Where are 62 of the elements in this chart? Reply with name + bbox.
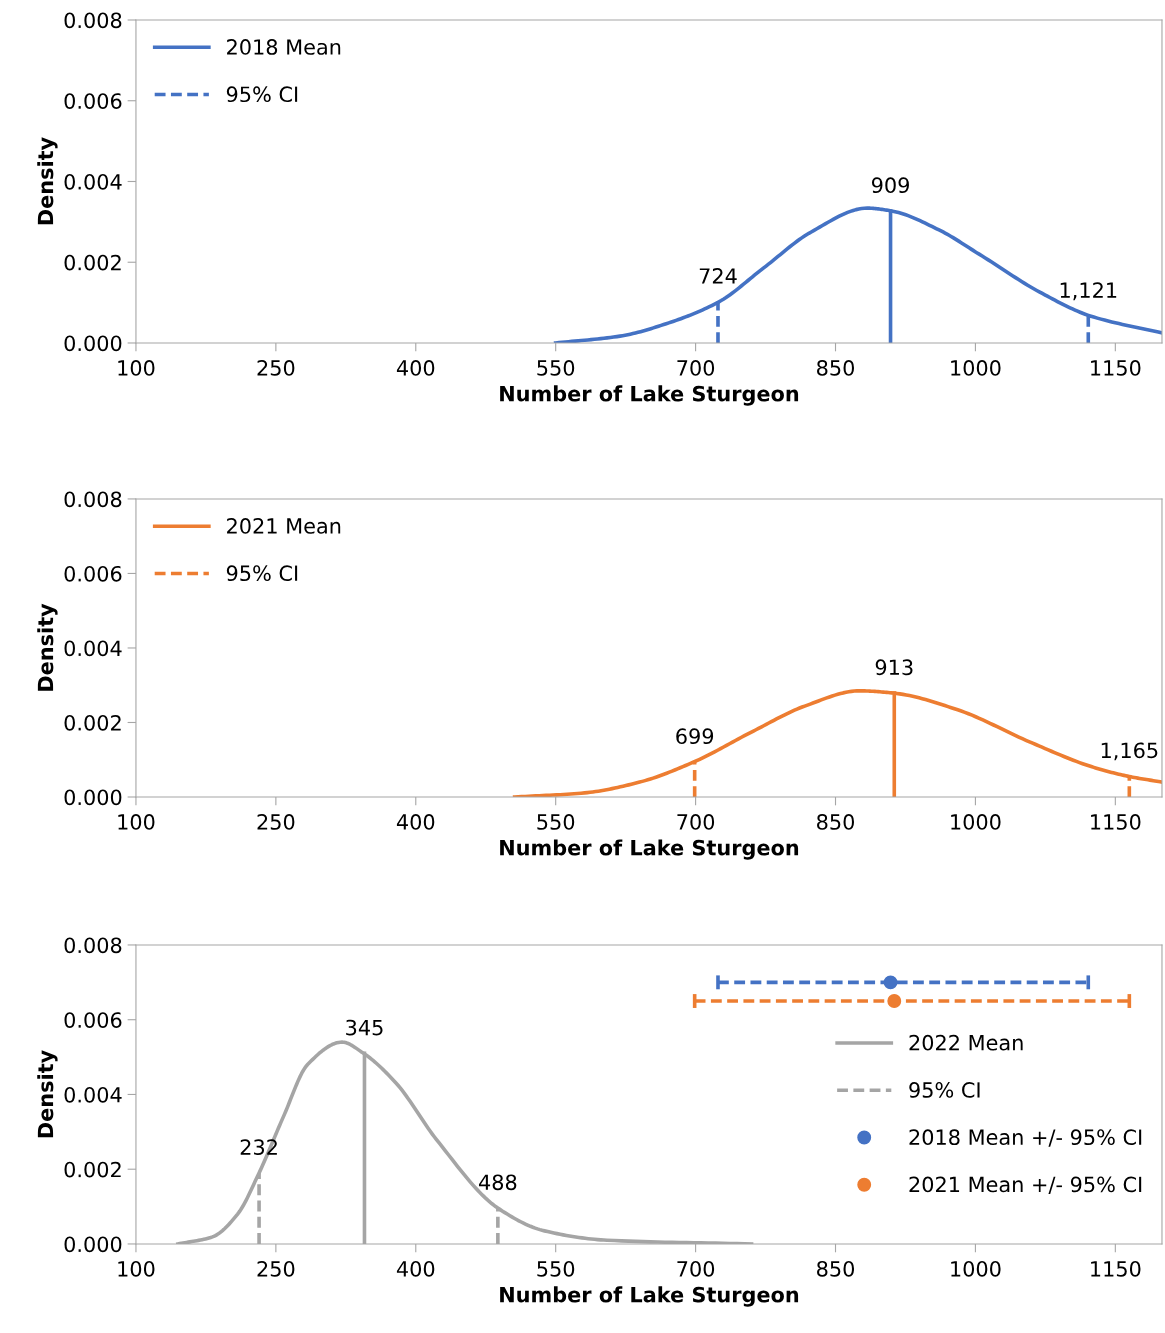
x-tick-label: 550 bbox=[537, 360, 575, 376]
x-tick-label: 1150 bbox=[1091, 360, 1141, 376]
annotation: 232 bbox=[240, 1139, 277, 1156]
x-tick-label: 850 bbox=[817, 360, 855, 376]
legend-label: 2022 Mean bbox=[909, 1034, 1023, 1051]
x-tick-label: 550 bbox=[537, 1260, 575, 1277]
annotation: 913 bbox=[875, 659, 913, 676]
x-axis-title: Number of Lake Sturgeon bbox=[500, 1286, 799, 1307]
x-tick-label: 550 bbox=[537, 814, 575, 830]
y-tick-label: 0.008 bbox=[64, 491, 122, 508]
y-tick-label: 0.006 bbox=[64, 565, 122, 582]
y-tick-label: 0.000 bbox=[64, 789, 122, 806]
x-tick-label: 1000 bbox=[951, 814, 1001, 830]
y-tick-label: 0.002 bbox=[64, 1161, 121, 1178]
annotation: 699 bbox=[676, 728, 714, 745]
x-tick-label: 400 bbox=[396, 360, 435, 376]
x-tick-label: 700 bbox=[677, 360, 715, 376]
x-tick-label: 850 bbox=[817, 814, 855, 830]
x-tick-label: 400 bbox=[396, 814, 435, 830]
x-tick-label: 250 bbox=[257, 1260, 295, 1277]
x-tick-label: 250 bbox=[257, 814, 295, 830]
legend-label: 2018 Mean bbox=[227, 39, 341, 55]
y-tick-label: 0.006 bbox=[64, 1012, 122, 1028]
legend-label: 2018 Mean +/- 95% CI bbox=[909, 1129, 1142, 1147]
x-tick-label: 700 bbox=[677, 1260, 715, 1277]
y-tick-label: 0.002 bbox=[64, 714, 121, 731]
x-axis-title: Number of Lake Sturgeon bbox=[500, 839, 799, 860]
x-tick-label: 700 bbox=[677, 814, 715, 830]
annotation: 1,121 bbox=[1060, 282, 1117, 301]
x-tick-label: 850 bbox=[817, 1260, 855, 1277]
y-tick-label: 0.004 bbox=[64, 640, 122, 657]
annotation: 909 bbox=[871, 177, 909, 194]
annotation: 345 bbox=[346, 1019, 383, 1036]
x-tick-label: 100 bbox=[118, 360, 155, 376]
legend-label: 2021 Mean +/- 95% CI bbox=[909, 1176, 1142, 1194]
x-tick-label: 100 bbox=[118, 814, 155, 830]
annotation: 724 bbox=[699, 268, 737, 284]
y-tick-label: 0.000 bbox=[64, 335, 122, 352]
legend-label: 95% CI bbox=[226, 565, 298, 582]
y-axis-title: Density bbox=[37, 603, 58, 691]
x-tick-label: 400 bbox=[396, 1260, 435, 1277]
y-tick-label: 0.006 bbox=[64, 93, 122, 109]
x-tick-label: 1150 bbox=[1091, 1260, 1141, 1277]
legend-label: 2021 Mean bbox=[227, 518, 341, 534]
x-tick-label: 1000 bbox=[951, 360, 1001, 376]
x-axis-title: Number of Lake Sturgeon bbox=[500, 385, 799, 406]
legend-label: 95% CI bbox=[226, 86, 298, 103]
x-tick-label: 100 bbox=[118, 1260, 155, 1277]
y-tick-label: 0.008 bbox=[64, 12, 122, 29]
annotation: 1,165 bbox=[1101, 742, 1158, 761]
legend-label: 95% CI bbox=[909, 1082, 980, 1098]
x-tick-label: 1150 bbox=[1091, 814, 1141, 830]
y-axis-title: Density bbox=[37, 137, 58, 225]
y-tick-label: 0.004 bbox=[64, 1086, 122, 1103]
x-tick-label: 250 bbox=[257, 360, 295, 376]
y-tick-label: 0.000 bbox=[64, 1236, 122, 1253]
y-axis-title: Density bbox=[37, 1050, 58, 1138]
y-tick-label: 0.004 bbox=[64, 173, 122, 190]
annotation: 488 bbox=[479, 1174, 517, 1191]
x-tick-label: 1000 bbox=[951, 1260, 1001, 1277]
y-tick-label: 0.002 bbox=[64, 254, 121, 271]
y-tick-label: 0.008 bbox=[64, 937, 122, 954]
